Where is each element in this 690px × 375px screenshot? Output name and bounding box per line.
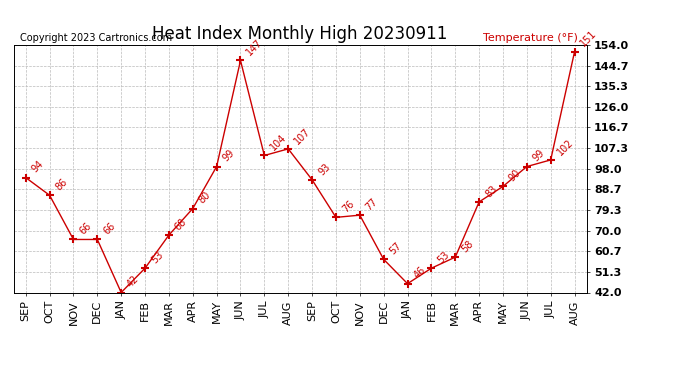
Text: 99: 99 [531,148,546,164]
Text: Copyright 2023 Cartronics.com: Copyright 2023 Cartronics.com [19,33,172,42]
Text: Temperature (°F): Temperature (°F) [484,33,578,42]
Text: 53: 53 [435,250,451,266]
Text: 76: 76 [340,199,356,214]
Text: 68: 68 [173,216,189,232]
Text: 66: 66 [77,221,93,237]
Text: 46: 46 [412,265,427,281]
Text: 86: 86 [54,177,70,192]
Text: 58: 58 [460,238,475,254]
Text: 94: 94 [30,159,46,175]
Text: 107: 107 [293,126,313,146]
Title: Heat Index Monthly High 20230911: Heat Index Monthly High 20230911 [152,26,448,44]
Text: 66: 66 [101,221,117,237]
Text: 147: 147 [245,38,265,58]
Text: 93: 93 [316,161,332,177]
Text: 104: 104 [268,133,288,153]
Text: 90: 90 [507,168,523,184]
Text: 151: 151 [579,29,599,49]
Text: 102: 102 [555,137,575,157]
Text: 42: 42 [126,274,141,290]
Text: 53: 53 [149,250,165,266]
Text: 77: 77 [364,196,380,212]
Text: 83: 83 [483,183,499,199]
Text: 80: 80 [197,190,213,206]
Text: 57: 57 [388,241,404,256]
Text: 99: 99 [221,148,237,164]
